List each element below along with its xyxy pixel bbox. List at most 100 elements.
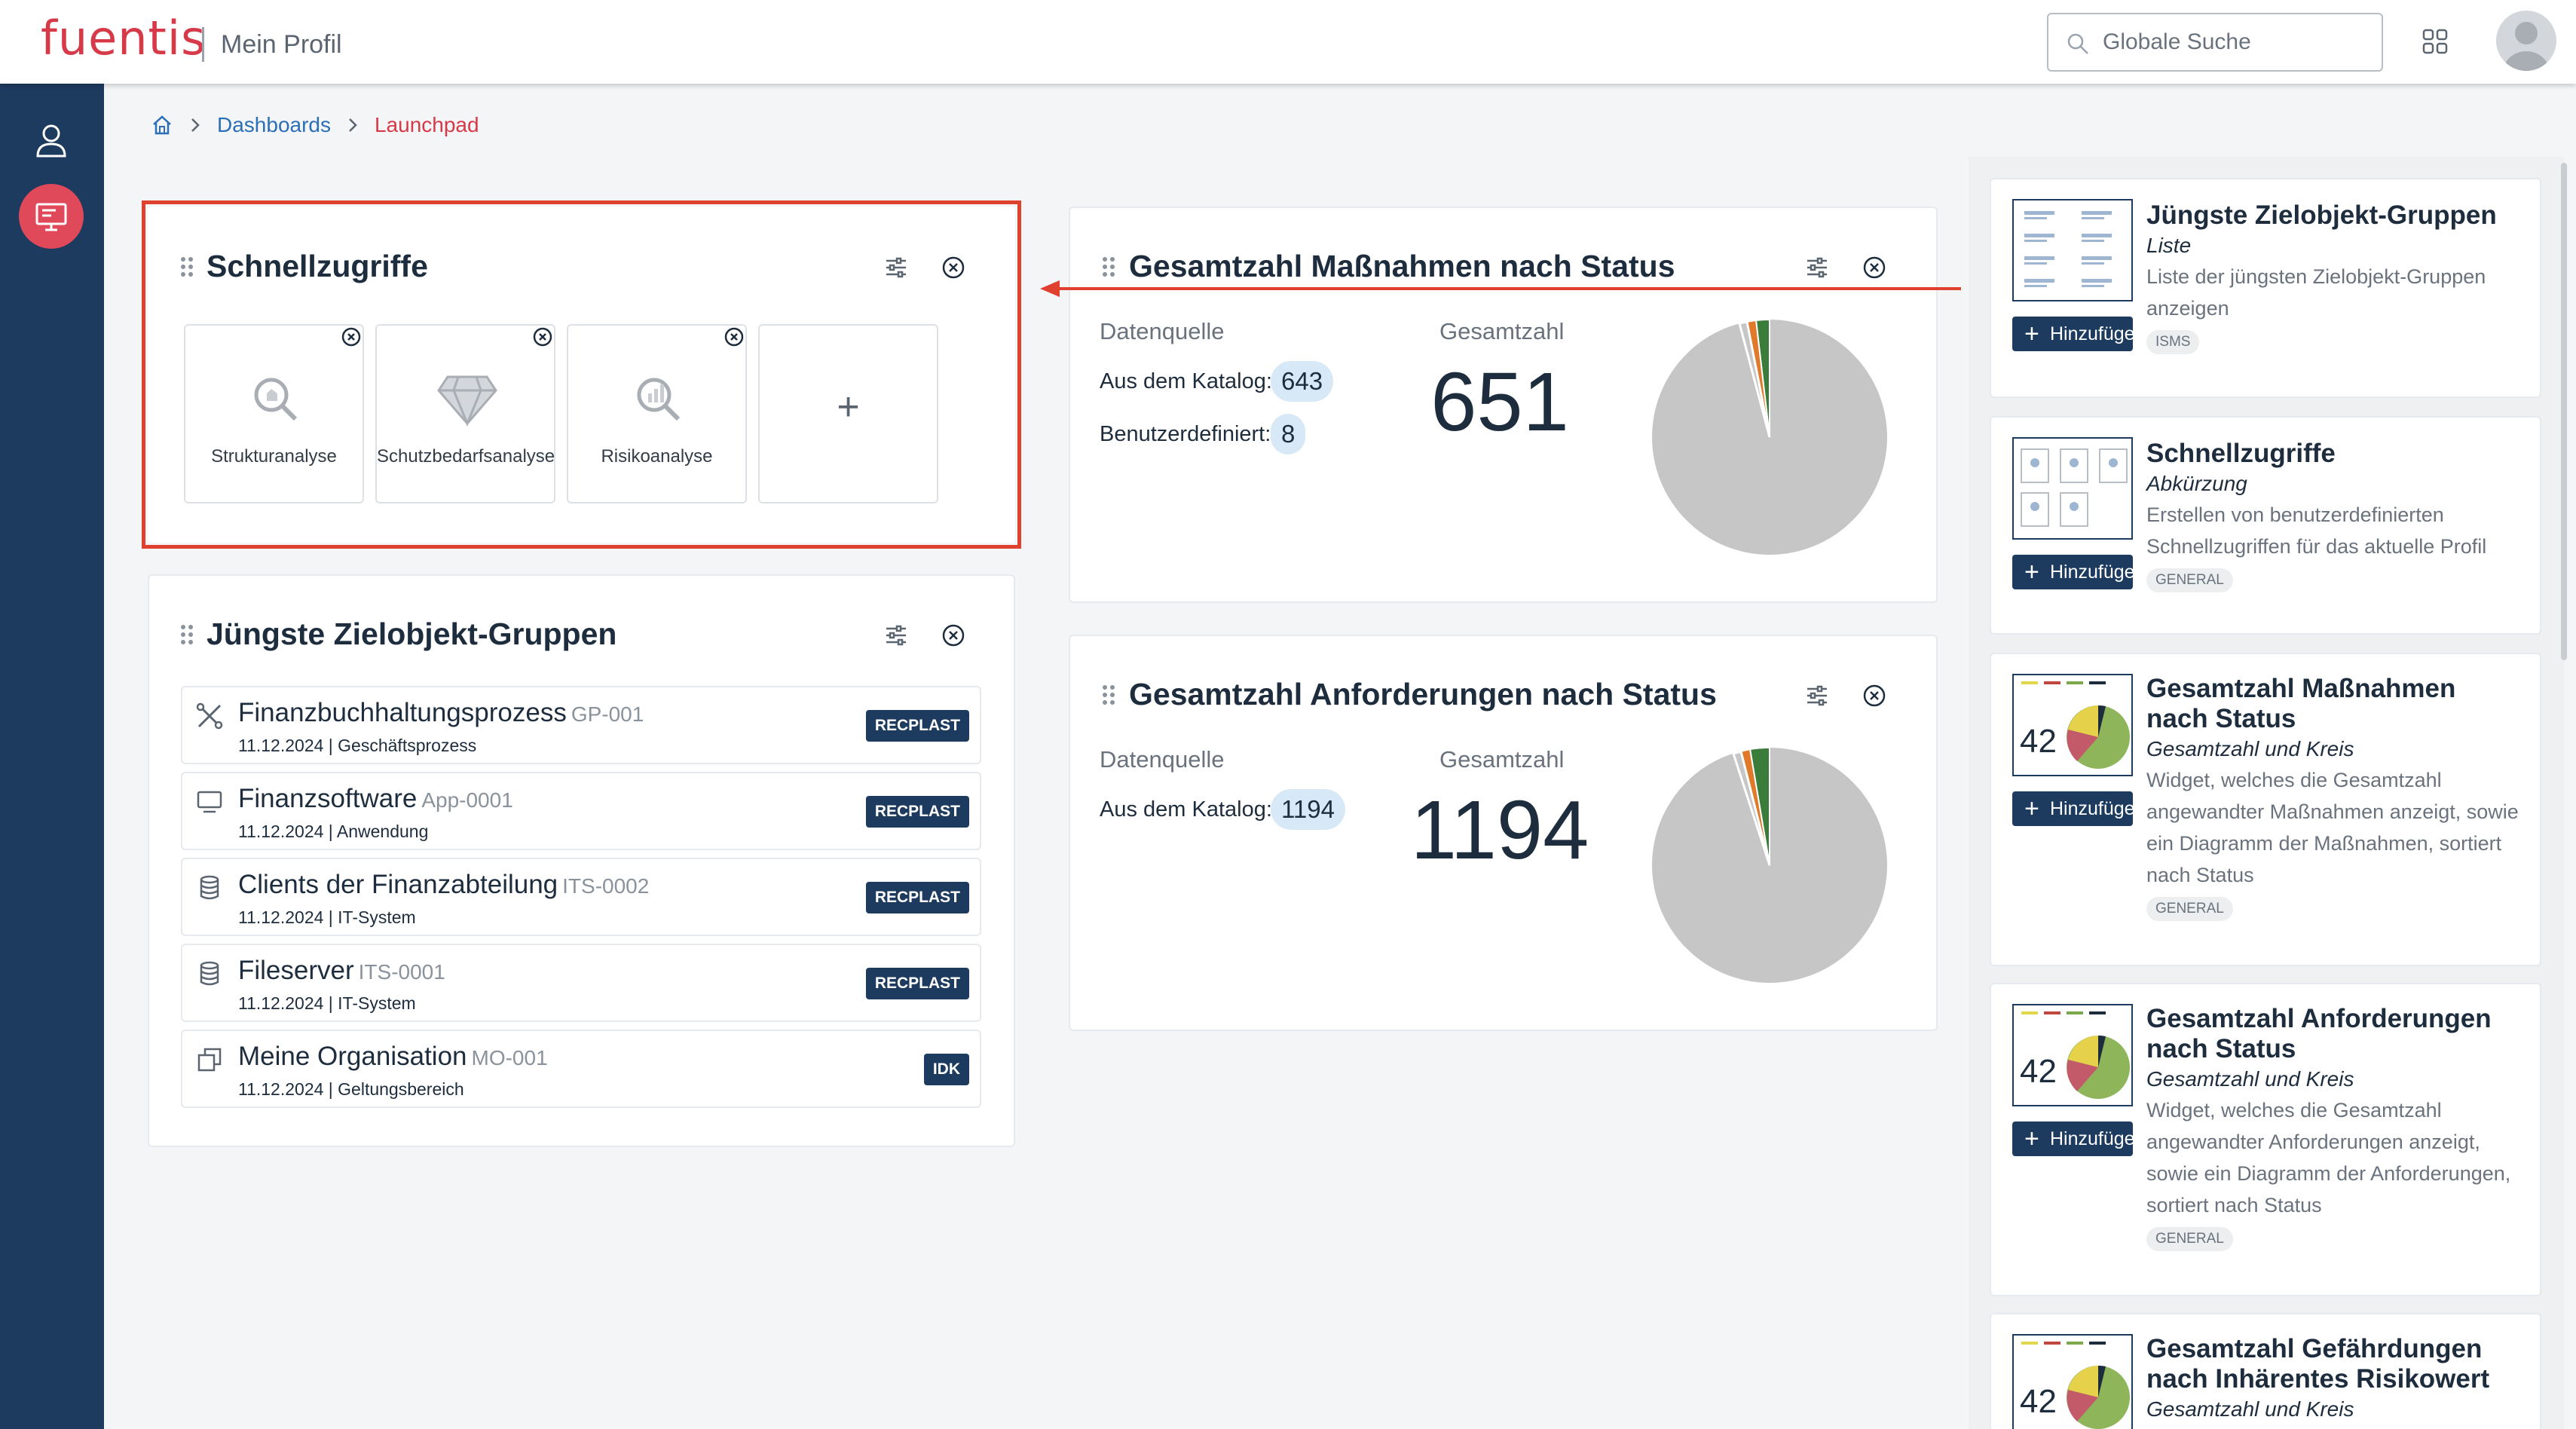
requirements-status-pie-chart[interactable]: [1651, 746, 1889, 984]
list-item[interactable]: Finanzbuchhaltungsprozess GP-001 11.12.20…: [181, 686, 981, 764]
chevron-right-icon: [349, 118, 357, 132]
item-meta: 11.12.2024 | Geschäftsprozess: [238, 736, 477, 755]
close-circle-icon[interactable]: [941, 255, 966, 280]
catalog-count-value: 1194: [1271, 789, 1345, 830]
remove-tile-icon[interactable]: [722, 325, 746, 349]
catalog-item-tag: ISMS: [2146, 330, 2200, 354]
catalog-item-subtitle: Gesamtzahl und Kreis: [2146, 737, 2354, 760]
total-label: Gesamtzahl: [1439, 318, 1565, 344]
list-item[interactable]: Finanzsoftware App-0001 11.12.2024 | Anwe…: [181, 772, 981, 850]
settings-sliders-icon[interactable]: [1804, 683, 1830, 708]
widget-thumbnail: [2012, 437, 2133, 540]
catalog-item-tag: GENERAL: [2146, 1227, 2233, 1251]
presentation-icon: [35, 203, 67, 231]
quick-access-title: Schnellzugriffe: [207, 249, 428, 283]
catalog-item-description: Erstellen von benutzerdefinierten Schnel…: [2146, 503, 2487, 558]
item-code: MO-001: [471, 1046, 548, 1069]
catalog-item-subtitle: Liste: [2146, 234, 2192, 257]
list-item[interactable]: Clients der Finanzabteilung ITS-0002 11.1…: [181, 858, 981, 936]
catalog-item-title: Schnellzugriffe: [2146, 439, 2336, 468]
highlight-frame: [142, 200, 1021, 549]
plus-icon: +: [2024, 1125, 2039, 1153]
catalog-item-description: Widget, welches die Gesamtzahl angewandt…: [2146, 769, 2519, 886]
catalog-item-subtitle: Gesamtzahl und Kreis: [2146, 1067, 2354, 1091]
drag-handle-icon[interactable]: [179, 623, 194, 646]
settings-sliders-icon[interactable]: [883, 623, 909, 648]
recent-groups-title: Jüngste Zielobjekt-Gruppen: [207, 617, 617, 651]
drag-handle-icon[interactable]: [1101, 256, 1116, 278]
catalog-item-title: Gesamtzahl Maßnahmen nach Status: [2146, 674, 2456, 733]
list-item[interactable]: Fileserver ITS-0001 11.12.2024 | IT-Syste…: [181, 944, 981, 1022]
user-avatar[interactable]: [2496, 11, 2556, 71]
fuentis-logo[interactable]: fuentis: [41, 11, 207, 66]
user-icon[interactable]: [30, 120, 72, 162]
widget-thumbnail: 42: [2012, 1334, 2133, 1429]
dashboard-nav-button[interactable]: [19, 184, 84, 249]
remove-tile-icon[interactable]: [531, 325, 555, 349]
tenant-badge: RECPLAST: [865, 882, 969, 913]
catalog-item: 42 Gesamtzahl Gefährdungen nach Inhärent…: [1990, 1313, 2541, 1429]
settings-sliders-icon[interactable]: [1804, 255, 1830, 280]
top-bar: fuentis Mein Profil Globale Suche: [0, 0, 2576, 84]
item-meta: 11.12.2024 | IT-System: [238, 993, 416, 1013]
drag-handle-icon[interactable]: [1101, 684, 1116, 706]
app-grid-icon[interactable]: [2422, 29, 2448, 54]
plus-icon: +: [2024, 320, 2039, 348]
tenant-badge: RECPLAST: [865, 968, 969, 999]
tile-label: Schutzbedarfsanalyse: [377, 446, 555, 467]
total-label: Gesamtzahl: [1439, 746, 1565, 773]
catalog-count-label: Aus dem Katalog:: [1100, 797, 1272, 822]
data-source-label: Datenquelle: [1100, 746, 1225, 773]
custom-count-value: 8: [1271, 414, 1306, 454]
add-widget-button[interactable]: + Hinzufüge: [2012, 1121, 2133, 1156]
item-code: App-0001: [421, 788, 513, 812]
close-circle-icon[interactable]: [1862, 255, 1887, 280]
catalog-item-title: Jüngste Zielobjekt-Gruppen: [2146, 200, 2497, 230]
measures-total: 651: [1430, 356, 1569, 448]
catalog-item-title: Gesamtzahl Gefährdungen nach Inhärentes …: [2146, 1334, 2490, 1394]
add-widget-button[interactable]: + Hinzufüge: [2012, 791, 2133, 826]
plus-icon: +: [2024, 558, 2039, 586]
close-circle-icon[interactable]: [941, 623, 966, 648]
tenant-badge: IDK: [923, 1054, 969, 1085]
tile-label: Risikoanalyse: [601, 446, 713, 467]
remove-tile-icon[interactable]: [339, 325, 363, 349]
settings-sliders-icon[interactable]: [883, 255, 909, 280]
catalog-item-tag: GENERAL: [2146, 568, 2233, 592]
breadcrumb-dashboards[interactable]: Dashboards: [217, 113, 331, 136]
catalog-count-label: Aus dem Katalog:: [1100, 369, 1272, 393]
item-meta: 11.12.2024 | IT-System: [238, 907, 416, 927]
requirements-total: 1194: [1410, 784, 1589, 877]
widget-thumbnail: 42: [2012, 1004, 2133, 1106]
list-item[interactable]: Meine Organisation MO-001 11.12.2024 | Ge…: [181, 1030, 981, 1108]
quick-tile-risikoanalyse[interactable]: Risikoanalyse: [567, 324, 747, 503]
quick-tile-strukturanalyse[interactable]: Strukturanalyse: [184, 324, 364, 503]
add-quick-access-tile[interactable]: +: [758, 324, 938, 503]
item-code: GP-001: [571, 702, 644, 726]
side-navigation: [0, 84, 104, 1429]
quick-tile-schutzbedarfsanalyse[interactable]: Schutzbedarfsanalyse: [375, 324, 555, 503]
global-search-input[interactable]: Globale Suche: [2047, 13, 2383, 72]
breadcrumb: Dashboards Launchpad: [151, 110, 479, 140]
item-code: ITS-0001: [358, 960, 445, 984]
item-code: ITS-0002: [562, 874, 650, 898]
search-icon: [2067, 33, 2088, 54]
process-icon: [196, 702, 223, 730]
monitor-icon: [197, 791, 222, 813]
item-name: Fileserver ITS-0001: [238, 956, 445, 985]
home-icon[interactable]: [151, 114, 173, 136]
requirements-title: Gesamtzahl Anforderungen nach Status: [1129, 677, 1717, 711]
catalog-item-description: Widget, welches die Gesamtzahl angewandt…: [2146, 1099, 2511, 1216]
catalog-item: + Hinzufüge Schnellzugriffe Abkürzung Ers…: [1990, 416, 2541, 635]
add-widget-button[interactable]: + Hinzufüge: [2012, 317, 2133, 351]
item-name: Meine Organisation MO-001: [238, 1042, 548, 1071]
drag-handle-icon[interactable]: [179, 256, 194, 278]
measures-status-pie-chart[interactable]: [1651, 318, 1889, 556]
item-name: Finanzbuchhaltungsprozess GP-001: [238, 698, 644, 727]
close-circle-icon[interactable]: [1862, 683, 1887, 708]
item-meta: 11.12.2024 | Geltungsbereich: [238, 1079, 464, 1099]
thumbnail-number: 42: [2020, 1053, 2057, 1090]
item-name: Clients der Finanzabteilung ITS-0002: [238, 870, 650, 899]
add-widget-button[interactable]: + Hinzufüge: [2012, 555, 2133, 589]
catalog-scrollbar[interactable]: [2561, 163, 2567, 660]
